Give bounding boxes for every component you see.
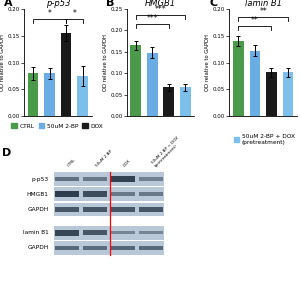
Text: p-p53: p-p53 xyxy=(32,177,49,182)
FancyBboxPatch shape xyxy=(54,241,164,255)
Title: p-p53: p-p53 xyxy=(46,0,70,8)
FancyBboxPatch shape xyxy=(55,246,79,250)
FancyBboxPatch shape xyxy=(54,203,164,216)
Bar xyxy=(61,33,71,116)
Y-axis label: OD relative to GAPDH: OD relative to GAPDH xyxy=(0,34,5,91)
Legend: 50uM 2-BP + DOX
(pretreatment): 50uM 2-BP + DOX (pretreatment) xyxy=(231,132,297,147)
Text: **: ** xyxy=(251,16,259,25)
FancyBboxPatch shape xyxy=(139,178,163,181)
FancyBboxPatch shape xyxy=(83,207,107,212)
Text: CTRL: CTRL xyxy=(67,158,77,168)
Text: HMGB1: HMGB1 xyxy=(27,192,49,197)
Text: D: D xyxy=(2,148,11,158)
FancyBboxPatch shape xyxy=(54,172,164,186)
FancyBboxPatch shape xyxy=(54,187,164,201)
Y-axis label: OD relative to GAPDH: OD relative to GAPDH xyxy=(205,34,210,91)
Text: GAPDH: GAPDH xyxy=(27,207,49,212)
FancyBboxPatch shape xyxy=(139,246,163,250)
Text: lamin B1: lamin B1 xyxy=(23,230,49,235)
Text: *: * xyxy=(48,9,52,18)
Bar xyxy=(28,73,38,116)
Bar xyxy=(180,87,190,116)
Text: 50uM 2-BP + DOX
(pretreatment): 50uM 2-BP + DOX (pretreatment) xyxy=(151,136,183,168)
Bar xyxy=(44,73,55,116)
Bar xyxy=(233,41,244,116)
FancyBboxPatch shape xyxy=(111,246,135,250)
Text: GAPDH: GAPDH xyxy=(27,245,49,251)
Bar xyxy=(250,51,260,116)
Title: lamin B1: lamin B1 xyxy=(245,0,282,8)
Text: ***: *** xyxy=(146,13,158,22)
FancyBboxPatch shape xyxy=(83,177,107,181)
FancyBboxPatch shape xyxy=(83,230,107,235)
FancyBboxPatch shape xyxy=(111,192,135,196)
FancyBboxPatch shape xyxy=(111,176,135,182)
Bar xyxy=(266,72,277,116)
Bar xyxy=(147,53,158,116)
Title: HMGB1: HMGB1 xyxy=(145,0,176,8)
Bar xyxy=(283,72,293,116)
FancyBboxPatch shape xyxy=(83,246,107,250)
FancyBboxPatch shape xyxy=(139,207,163,212)
Text: B: B xyxy=(106,0,115,8)
FancyBboxPatch shape xyxy=(83,191,107,197)
Bar xyxy=(164,87,174,116)
FancyBboxPatch shape xyxy=(139,231,163,234)
Text: *: * xyxy=(72,9,76,18)
Bar xyxy=(77,76,88,116)
Bar xyxy=(130,45,141,116)
Y-axis label: OD relative to GAPDH: OD relative to GAPDH xyxy=(103,34,107,91)
Text: **: ** xyxy=(259,6,267,15)
Text: 50uM 2-BP: 50uM 2-BP xyxy=(95,150,113,168)
FancyBboxPatch shape xyxy=(55,177,79,181)
FancyBboxPatch shape xyxy=(111,231,135,234)
FancyBboxPatch shape xyxy=(54,226,164,239)
Text: ***: *** xyxy=(155,5,166,14)
FancyBboxPatch shape xyxy=(55,207,79,212)
FancyBboxPatch shape xyxy=(111,207,135,212)
FancyBboxPatch shape xyxy=(139,192,163,196)
Text: DOX: DOX xyxy=(123,159,132,168)
Text: C: C xyxy=(209,0,217,8)
Text: A: A xyxy=(4,0,12,8)
FancyBboxPatch shape xyxy=(55,191,79,197)
FancyBboxPatch shape xyxy=(55,230,79,236)
